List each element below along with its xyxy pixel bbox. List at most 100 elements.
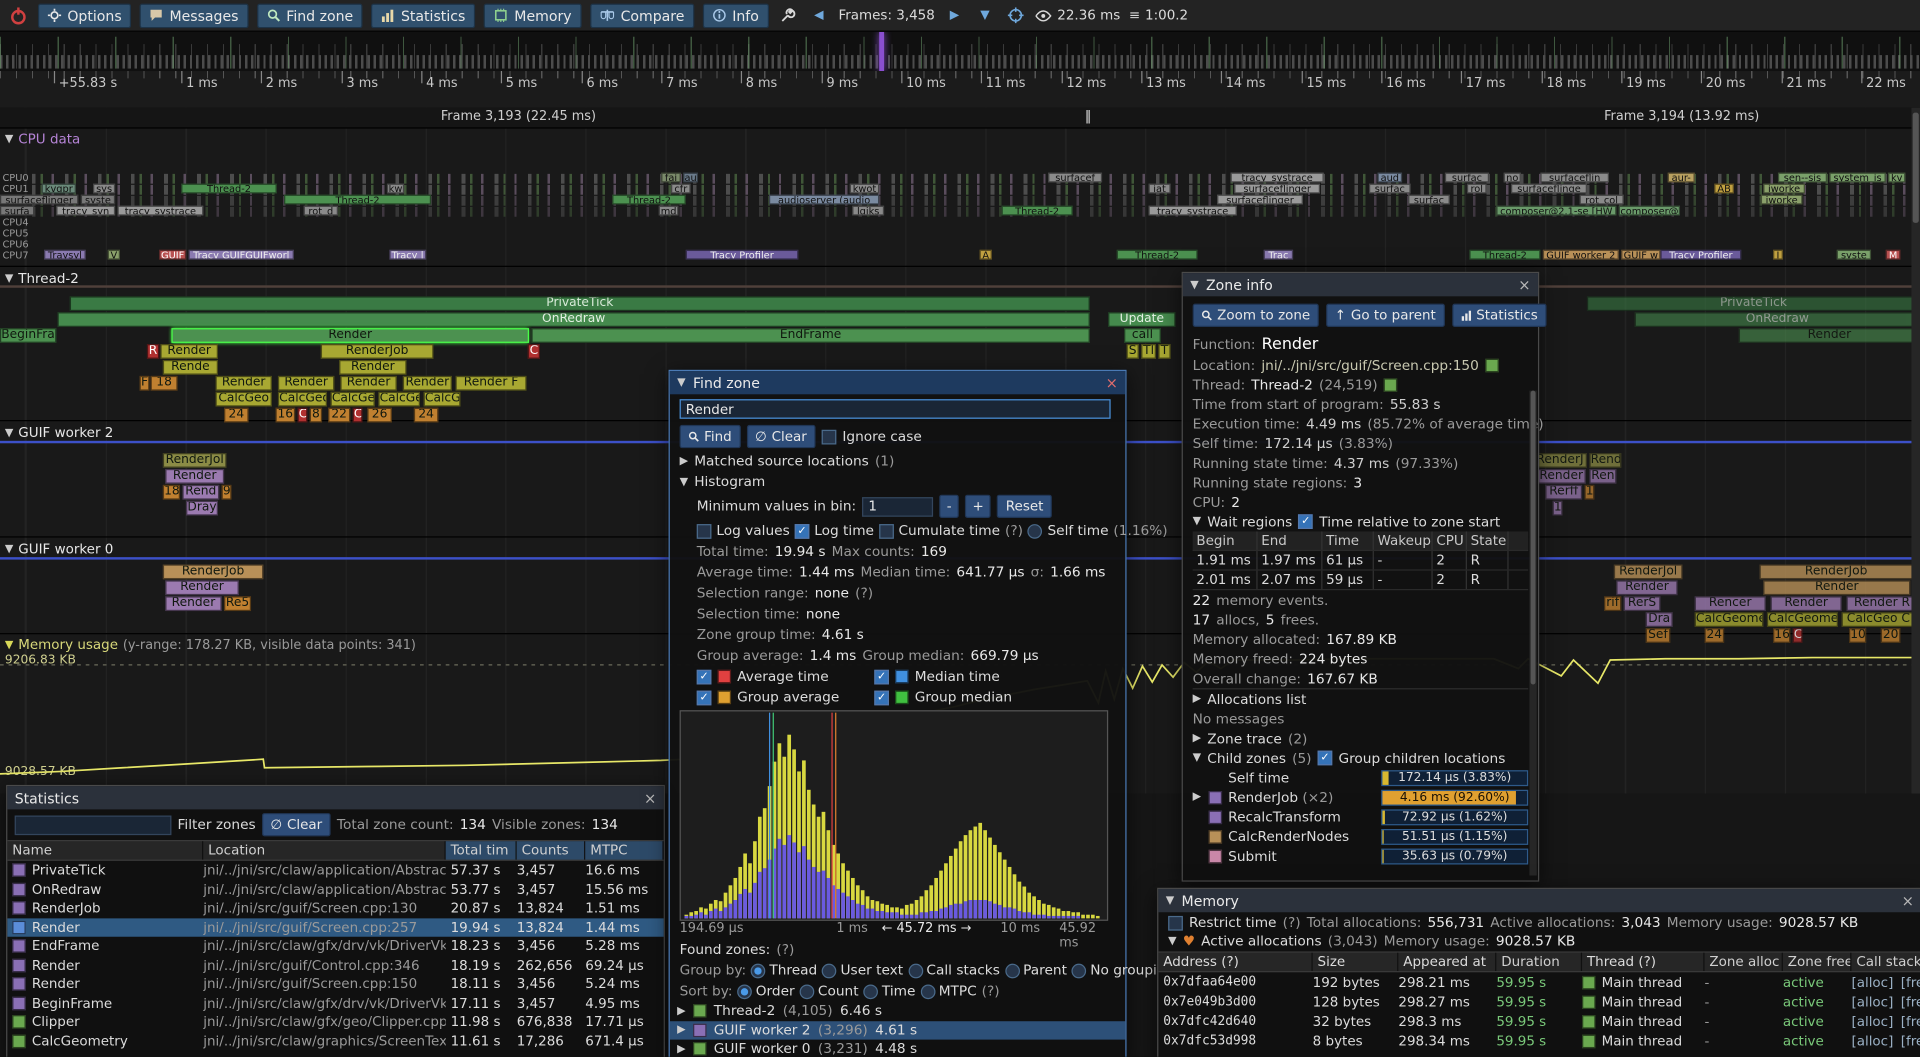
wait-table-header[interactable]: Begin End Time Wakeup CPU State <box>1192 531 1529 552</box>
statistics-row[interactable]: OnRedraw jni/../jni/src/claw/application… <box>7 880 663 899</box>
cpu-zone-segment[interactable]: Thread-2 <box>1001 205 1073 216</box>
timeline-zone[interactable]: Dray <box>186 500 218 516</box>
child-zones-header[interactable]: ▼ Child zones (5) Group children locatio… <box>1193 748 1529 768</box>
close-icon[interactable]: × <box>1518 276 1531 294</box>
timeline-zone[interactable]: Render <box>1763 580 1911 596</box>
cpu-zone-segment[interactable]: Thread-2 <box>181 183 277 194</box>
timeline-zone[interactable]: RenderJob <box>162 564 264 580</box>
cpu-zone-segment[interactable]: Tracy GUIFGUIFworl <box>188 249 294 260</box>
alloc-callstack-link[interactable]: [alloc] <box>1851 974 1894 991</box>
legend-checkbox[interactable] <box>874 669 889 684</box>
help-icon[interactable]: (?) <box>855 585 874 602</box>
zone-trace-row[interactable]: ▶ Zone trace (2) <box>1193 729 1529 749</box>
child-zone-row[interactable]: RecalcTransform 72.92 μs (1.62%) <box>1193 807 1529 827</box>
timeline-zone[interactable]: CalcGeo <box>378 391 421 407</box>
restrict-time-checkbox[interactable] <box>1168 915 1183 931</box>
messages-button[interactable]: Messages <box>140 3 249 28</box>
cpu-zone-segment[interactable]: syste <box>1836 249 1872 260</box>
cpu-zone-segment[interactable]: fai <box>661 172 681 183</box>
memory-button[interactable]: Memory <box>483 3 582 28</box>
cpu-zone-segment[interactable]: sys <box>93 183 116 194</box>
help-icon[interactable]: (?) <box>1004 522 1023 539</box>
timeline-zone[interactable]: Render <box>165 580 239 596</box>
child-zone-row[interactable]: Self time 172.14 μs (3.83%) <box>1193 768 1529 788</box>
cpu-zone-segment[interactable]: iworke <box>1763 183 1805 194</box>
find-zone-titlebar[interactable]: ▼ Find zone × <box>669 371 1126 395</box>
sort-by-option[interactable]: Order <box>737 983 795 999</box>
timeline-zone[interactable]: Render <box>1536 468 1586 484</box>
col-mtpc[interactable]: MTPC <box>585 841 664 860</box>
compare-button[interactable]: Compare <box>589 3 695 28</box>
allocation-row[interactable]: 0x7dfaa64e00 192 bytes 298.21 ms 59.95 s… <box>1158 972 1920 992</box>
cpu-zone-segment[interactable]: GUIF w <box>1621 249 1661 260</box>
fz-clear-button[interactable]: ∅ Clear <box>746 424 816 449</box>
cpu-zone-segment[interactable]: surfaceflinger <box>1234 183 1321 194</box>
alloc-callstack-link[interactable]: [alloc] <box>1851 1013 1894 1030</box>
cpu-zone-segment[interactable]: Trac <box>1263 249 1294 260</box>
statistics-row[interactable]: Render jni/../jni/src/guif/Control.cpp:3… <box>7 956 663 975</box>
timeline-zone[interactable]: Render <box>277 375 335 391</box>
cpu-zone-segment[interactable]: kv <box>1888 172 1906 183</box>
help-icon[interactable]: (?) <box>776 941 795 958</box>
sort-by-option[interactable]: MTPC <box>920 983 977 999</box>
zoom-to-zone-button[interactable]: Zoom to zone <box>1192 303 1319 327</box>
timeline-zone[interactable]: Rende <box>162 360 218 375</box>
frame-dropdown-button[interactable]: ▼ <box>980 8 990 23</box>
min-bin-minus-button[interactable]: - <box>939 494 959 518</box>
free-callstack-link[interactable]: [fre <box>1900 993 1920 1010</box>
histogram-plot[interactable] <box>679 710 1109 921</box>
timeline-zone[interactable]: 26 <box>367 407 392 423</box>
power-button[interactable] <box>7 4 29 26</box>
cpu-zone-segment[interactable]: surfac <box>1368 183 1411 194</box>
allocation-row[interactable]: 0x7dfc53d998 8 bytes 298.34 ms 59.95 s M… <box>1158 1031 1920 1051</box>
cpu-zone-segment[interactable]: Thread-2 <box>1469 249 1541 260</box>
timeline-zone[interactable]: PrivateTick <box>69 296 1090 312</box>
free-callstack-link[interactable]: [fre <box>1900 974 1920 991</box>
legend-item[interactable]: Median time <box>857 666 1035 687</box>
sort-by-option[interactable]: Time <box>863 983 915 999</box>
next-frame-button[interactable]: ▶ <box>949 8 960 23</box>
timeline-zone[interactable]: Render <box>165 468 225 484</box>
timeline-zone[interactable]: R <box>146 344 160 359</box>
cpu-zone-segment[interactable]: surfac <box>1408 194 1450 205</box>
cpu-zone-segment[interactable]: lgiks <box>852 205 885 216</box>
matched-locations-row[interactable]: ▶ Matched source locations (1) <box>680 451 1116 472</box>
timeline-zone[interactable]: CalcGeo C <box>1841 612 1916 627</box>
close-icon[interactable]: × <box>1901 892 1914 910</box>
child-zone-row[interactable]: Submit 35.63 μs (0.79%) <box>1193 846 1529 866</box>
timeline-zone[interactable]: Render F <box>455 375 527 391</box>
time-relative-checkbox[interactable] <box>1298 514 1314 529</box>
timeline-zone[interactable]: CalcGeo <box>330 391 375 407</box>
timeline-zone[interactable]: Render <box>340 375 397 391</box>
prev-frame-button[interactable]: ◀ <box>814 8 824 23</box>
col-counts[interactable]: Counts <box>516 841 586 860</box>
col-location[interactable]: Location <box>203 841 446 860</box>
frame-overview-strip[interactable] <box>0 31 1920 73</box>
cpu-zone-segment[interactable]: syste <box>80 194 116 205</box>
timeline-zone[interactable]: Render <box>339 360 407 375</box>
cpu-zone-segment[interactable]: Tracy Profiler <box>1660 249 1742 260</box>
legend-checkbox[interactable] <box>874 690 889 705</box>
self-time-radio[interactable] <box>1027 523 1043 539</box>
group-by-option[interactable]: Thread <box>750 962 817 978</box>
col-zone-alloc[interactable]: Zone alloc <box>1705 952 1783 972</box>
timeline-zone[interactable]: Render <box>1738 328 1920 343</box>
timeline-zone[interactable]: 18 <box>162 484 181 500</box>
statistics-row[interactable]: CalcGeometry jni/../jni/src/claw/graphic… <box>7 1032 663 1051</box>
timeline-zone[interactable]: RenderJ <box>1533 453 1587 468</box>
timeline-zone[interactable]: RerS <box>1623 596 1661 612</box>
cpu-zone-segment[interactable]: surfaceflinger <box>0 194 79 205</box>
legend-checkbox[interactable] <box>696 669 712 684</box>
find-button[interactable]: Find <box>679 424 741 449</box>
cpu-zone-segment[interactable]: audioserver (audio <box>768 194 880 205</box>
ignore-case-checkbox[interactable] <box>821 429 837 444</box>
timeline-zone[interactable]: rif <box>1604 596 1622 612</box>
cpu-zone-segment[interactable]: au <box>683 172 698 183</box>
stats-clear-button[interactable]: ∅ Clear <box>261 813 331 837</box>
cpu-zone-segment[interactable]: kvgpr <box>41 183 76 194</box>
sort-by-option[interactable]: Count <box>799 983 859 999</box>
help-icon[interactable]: (?) <box>981 983 1000 1000</box>
allocations-list-row[interactable]: ▶ Allocations list <box>1192 688 1529 709</box>
